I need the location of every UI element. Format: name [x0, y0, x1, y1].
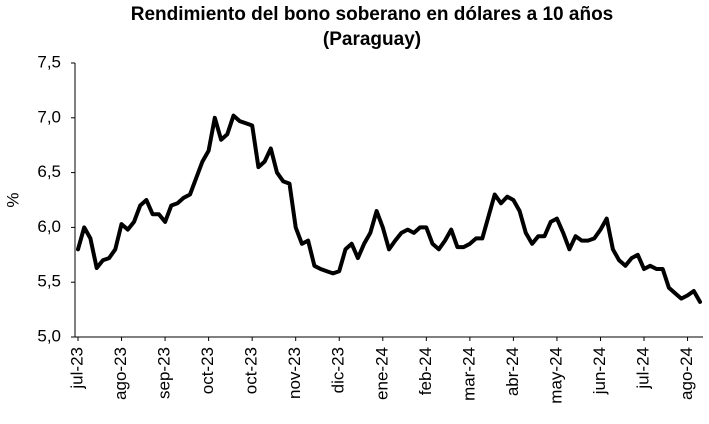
x-tick-label: oct-23 — [198, 347, 217, 394]
x-tick-label: nov-23 — [285, 347, 304, 399]
x-tick-label: jul-24 — [634, 347, 653, 390]
y-tick-label: 6,0 — [37, 217, 61, 236]
x-tick-label: ago-24 — [677, 347, 696, 400]
chart-title: Rendimiento del bono soberano en dólares… — [131, 4, 614, 25]
chart-title: (Paraguay) — [323, 29, 421, 50]
x-tick-label: dic-23 — [329, 347, 348, 393]
x-tick-label: ago-23 — [111, 347, 130, 400]
y-axis-label: % — [3, 192, 22, 207]
y-tick-label: 7,0 — [37, 107, 61, 126]
y-tick-label: 7,5 — [37, 52, 61, 71]
x-tick-label: jun-24 — [590, 347, 609, 395]
line — [76, 113, 702, 304]
x-tick-label: ene-24 — [372, 347, 391, 400]
x-tick-label: mar-24 — [459, 347, 478, 401]
y-tick-label: 5,5 — [37, 272, 61, 291]
x-tick-label: feb-24 — [416, 347, 435, 395]
x-tick-label: may-24 — [546, 347, 565, 404]
x-tick-label: abr-24 — [503, 347, 522, 396]
x-tick-label: jul-23 — [67, 347, 86, 390]
x-tick-label: sep-23 — [155, 347, 174, 399]
x-tick-label: oct-23 — [242, 347, 261, 394]
y-tick-label: 6,5 — [37, 162, 61, 181]
y-tick-label: 5,0 — [37, 326, 61, 345]
